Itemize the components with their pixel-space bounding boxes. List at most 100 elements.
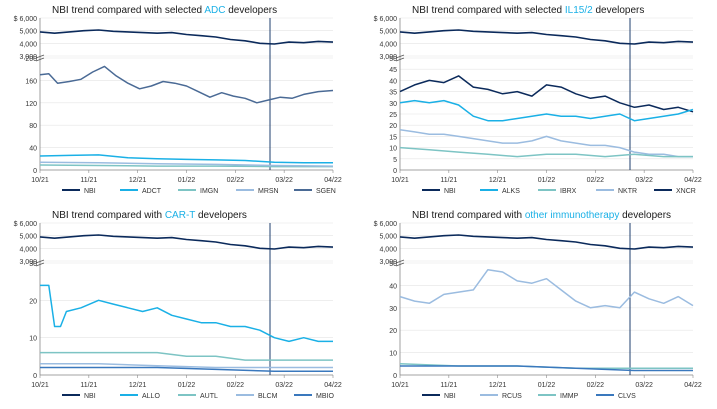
y-tick-label: 10 xyxy=(29,336,37,343)
legend-label-clvs: CLVS xyxy=(618,393,636,400)
series-line-adct xyxy=(39,154,333,164)
chart-title: NBI trend compared with CAR-T developers xyxy=(52,210,247,221)
y-tick-label: 40 xyxy=(389,283,397,290)
axis-break xyxy=(395,262,405,267)
y-tick-label: $ 6,000 xyxy=(14,16,37,23)
y-tick-label: 5,000 xyxy=(379,29,397,36)
x-tick-label: 01/22 xyxy=(538,382,556,389)
y-tick-label: 30 xyxy=(389,101,397,108)
chart-title: NBI trend compared with selected IL15/2 … xyxy=(412,5,644,16)
x-tick-label: 04/22 xyxy=(324,382,342,389)
chart-4: NBI trend compared with other immunother… xyxy=(374,210,702,400)
y-tick-label: 5,000 xyxy=(19,29,37,36)
axis-break xyxy=(395,54,405,59)
y-tick-label: 45 xyxy=(389,67,397,74)
series-line-nbi xyxy=(399,234,694,250)
x-tick-label: 11/21 xyxy=(440,177,457,184)
series-line-nbi xyxy=(39,29,334,45)
series-line-sgen xyxy=(39,65,334,104)
x-tick-label: 02/22 xyxy=(227,177,245,184)
legend: NBI RCUS IMMP CLVS xyxy=(422,393,636,400)
x-tick-label: 03/22 xyxy=(635,177,653,184)
y-tick-label: 200 xyxy=(25,56,37,63)
x-tick-label: 10/21 xyxy=(31,177,49,184)
y-tick-label: 4,000 xyxy=(19,246,37,253)
legend-label-mbio: MBIO xyxy=(316,393,334,400)
legend-label-adct: ADCT xyxy=(142,188,162,195)
x-tick-label: 02/22 xyxy=(587,382,605,389)
y-tick-label: 20 xyxy=(389,328,397,335)
chart-title: NBI trend compared with other immunother… xyxy=(412,210,671,221)
series-line-nktr xyxy=(399,128,693,158)
legend-label-blcm: BLCM xyxy=(258,393,278,400)
axis-break xyxy=(35,57,45,62)
legend-label-nbi: NBI xyxy=(84,393,96,400)
y-tick-label: 0 xyxy=(393,168,397,175)
y-tick-label: 10 xyxy=(389,351,397,358)
series-line-mrsn xyxy=(39,161,334,167)
legend: NBI ALLO AUTL BLCM MBIO xyxy=(62,393,334,400)
legend-label-mrsn: MRSN xyxy=(258,188,279,195)
y-tick-label: 4,000 xyxy=(379,246,397,253)
series-line-blcm xyxy=(40,363,333,369)
x-tick-label: 12/21 xyxy=(129,177,147,184)
x-tick-label: 04/22 xyxy=(684,382,702,389)
y-tick-label: 4,000 xyxy=(379,41,397,48)
x-tick-label: 01/22 xyxy=(178,177,196,184)
x-tick-label: 02/22 xyxy=(227,382,245,389)
legend-label-nbi: NBI xyxy=(84,188,96,195)
x-tick-label: 12/21 xyxy=(489,177,507,184)
series-line-alks xyxy=(399,99,694,122)
legend-label-rcus: RCUS xyxy=(502,393,522,400)
y-tick-label: 50 xyxy=(389,261,397,268)
x-tick-label: 02/22 xyxy=(587,177,605,184)
legend-label-immp: IMMP xyxy=(560,393,579,400)
legend: NBI ALKS IBRX NKTR XNCR xyxy=(422,188,696,195)
series-line-allo xyxy=(40,284,333,343)
legend-label-sgen: SGEN xyxy=(316,188,336,195)
legend-label-autl: AUTL xyxy=(200,393,218,400)
x-tick-label: 04/22 xyxy=(684,177,702,184)
y-tick-label: 120 xyxy=(25,101,37,108)
series-line-autl xyxy=(40,351,333,361)
y-tick-label: 5,000 xyxy=(379,234,397,241)
y-tick-label: 5 xyxy=(393,157,397,164)
chart-3: NBI trend compared with CAR-T developers… xyxy=(14,210,342,400)
y-tick-label: 30 xyxy=(29,261,37,268)
chart-1: NBI trend compared with selected ADC dev… xyxy=(14,5,342,195)
y-tick-label: 10 xyxy=(389,146,397,153)
y-tick-label: 15 xyxy=(389,134,397,141)
x-tick-label: 12/21 xyxy=(489,382,507,389)
x-tick-label: 10/21 xyxy=(391,177,409,184)
y-tick-label: 30 xyxy=(389,306,397,313)
axis-break xyxy=(395,259,405,264)
y-tick-label: 5,000 xyxy=(19,234,37,241)
series-line-ibrx xyxy=(399,146,693,158)
legend-label-ibrx: IBRX xyxy=(560,188,577,195)
y-tick-label: 20 xyxy=(29,298,37,305)
x-tick-label: 11/21 xyxy=(440,382,457,389)
y-tick-label: 3,000 xyxy=(379,259,397,266)
legend-label-nbi: NBI xyxy=(444,188,456,195)
x-tick-label: 04/22 xyxy=(324,177,342,184)
x-tick-label: 01/22 xyxy=(178,382,196,389)
y-tick-label: $ 6,000 xyxy=(374,16,397,23)
x-tick-label: 10/21 xyxy=(31,382,49,389)
x-tick-label: 03/22 xyxy=(635,382,653,389)
x-tick-label: 03/22 xyxy=(275,382,293,389)
x-tick-label: 11/21 xyxy=(80,382,97,389)
x-tick-label: 03/22 xyxy=(275,177,293,184)
legend-label-allo: ALLO xyxy=(142,393,160,400)
series-line-nbi xyxy=(39,234,334,250)
series-line-xncr xyxy=(399,75,694,113)
x-tick-label: 10/21 xyxy=(391,382,409,389)
x-tick-label: 12/21 xyxy=(129,382,147,389)
y-tick-label: 40 xyxy=(389,78,397,85)
chart-title: NBI trend compared with selected ADC dev… xyxy=(52,5,277,16)
y-tick-label: 25 xyxy=(389,112,397,119)
y-tick-label: 0 xyxy=(33,373,37,380)
axis-break xyxy=(35,54,45,59)
series-line-mbio xyxy=(40,366,333,373)
legend-label-nktr: NKTR xyxy=(618,188,637,195)
